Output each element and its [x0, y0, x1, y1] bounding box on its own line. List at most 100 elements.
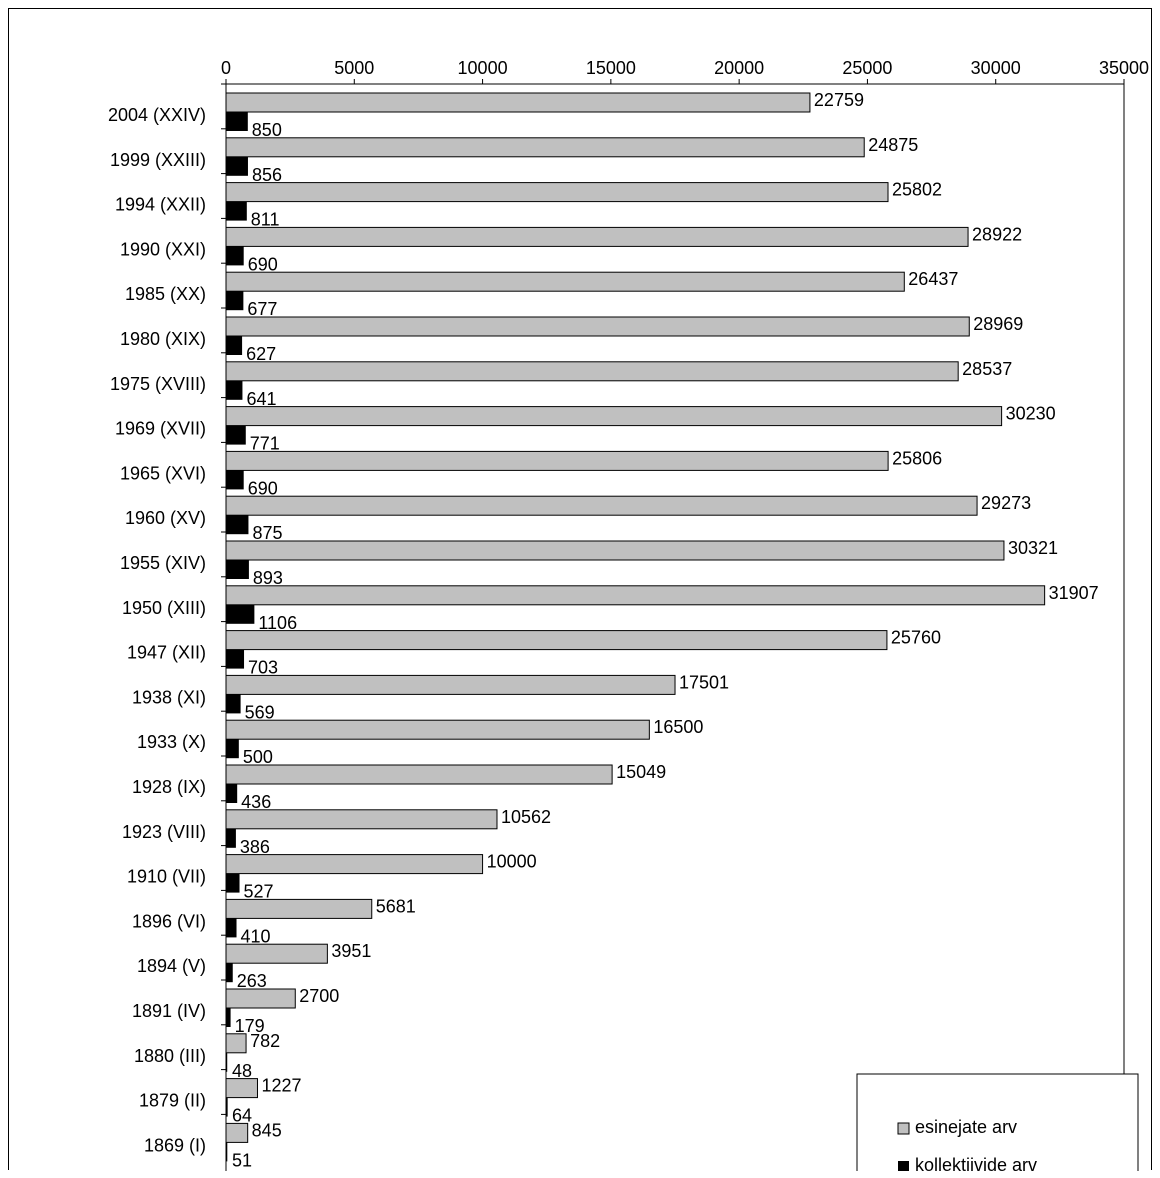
data-label-kollektiivide-arv: 690 — [248, 254, 278, 274]
legend-label-esinejate-arv: esinejate arv — [915, 1117, 1017, 1137]
bar-kollektiivide-arv — [226, 1052, 228, 1072]
bar-kollektiivide-arv — [226, 112, 248, 131]
data-label-esinejate-arv: 30321 — [1008, 538, 1058, 558]
data-label-kollektiivide-arv: 703 — [248, 658, 278, 678]
category-label: 1928 (IX) — [132, 777, 206, 797]
bar-esinejate-arv — [225, 854, 484, 875]
bar-esinejate-arv — [225, 1122, 249, 1143]
bar-esinejate-arv — [225, 540, 1005, 561]
category-label: 1999 (XXIII) — [110, 150, 206, 170]
data-label-esinejate-arv: 10000 — [487, 852, 537, 872]
category-label: 1950 (XIII) — [122, 598, 206, 618]
data-label-esinejate-arv: 25802 — [892, 180, 942, 200]
bar-kollektiivide-arv — [226, 649, 245, 669]
category-label: 1980 (XIX) — [120, 329, 206, 349]
x-tick-label: 5000 — [334, 58, 374, 78]
bar-esinejate-arv — [225, 271, 905, 292]
bar-esinejate-arv — [225, 719, 650, 740]
data-label-esinejate-arv: 845 — [252, 1120, 282, 1140]
data-label-kollektiivide-arv: 690 — [248, 478, 278, 498]
category-label: 1994 (XXII) — [115, 195, 206, 215]
chart-frame: 0 5000 10000 15000 20000 25000 30000 35000 2004 … — [8, 8, 1152, 1171]
x-tick-label: 0 — [221, 58, 231, 78]
bar-esinejate-arv — [225, 585, 1046, 606]
data-label-kollektiivide-arv: 179 — [235, 1016, 265, 1036]
category-label: 1879 (II) — [139, 1091, 206, 1111]
bar-esinejate-arv — [225, 316, 970, 337]
data-label-esinejate-arv: 17501 — [679, 672, 729, 692]
data-label-kollektiivide-arv: 263 — [237, 971, 267, 991]
data-label-esinejate-arv: 3951 — [331, 941, 371, 961]
bar-kollektiivide-arv — [226, 963, 233, 983]
data-label-esinejate-arv: 28922 — [972, 224, 1022, 244]
x-tick-label: 20000 — [714, 58, 764, 78]
data-label-kollektiivide-arv: 677 — [247, 299, 277, 319]
category-label: 1891 (IV) — [132, 1001, 206, 1021]
legend-label-kollektiivide-arv: kollektiivide arv — [915, 1155, 1037, 1171]
category-label: 1969 (XVII) — [115, 419, 206, 439]
data-label-kollektiivide-arv: 811 — [251, 210, 280, 230]
bar-kollektiivide-arv — [226, 873, 240, 893]
bar-kollektiivide-arv — [226, 828, 236, 848]
category-label: 1923 (VIII) — [122, 822, 206, 842]
bar-kollektiivide-arv — [226, 1142, 228, 1162]
data-label-esinejate-arv: 782 — [250, 1031, 280, 1051]
data-label-kollektiivide-arv: 386 — [240, 837, 270, 857]
bar-kollektiivide-arv — [226, 918, 237, 938]
bar-esinejate-arv — [225, 92, 811, 113]
x-tick-label: 15000 — [586, 58, 636, 78]
bar-kollektiivide-arv — [226, 156, 248, 176]
category-label: 1938 (XI) — [132, 687, 206, 707]
data-label-kollektiivide-arv: 436 — [241, 792, 271, 812]
bar-kollektiivide-arv — [226, 470, 244, 490]
category-label: 1965 (XVI) — [120, 463, 206, 483]
bar-esinejate-arv — [225, 630, 888, 651]
data-label-kollektiivide-arv: 527 — [244, 882, 274, 902]
bar-esinejate-arv — [225, 226, 969, 247]
legend-swatch-kollektiivide-arv — [898, 1161, 909, 1171]
x-tick-label: 10000 — [458, 58, 508, 78]
data-label-esinejate-arv: 24875 — [868, 135, 918, 155]
category-label: 1933 (X) — [137, 732, 206, 752]
data-label-esinejate-arv: 30230 — [1006, 404, 1056, 424]
category-label: 1869 (I) — [144, 1135, 206, 1155]
data-label-esinejate-arv: 15049 — [616, 762, 666, 782]
data-label-esinejate-arv: 22759 — [814, 90, 864, 110]
data-label-esinejate-arv: 26437 — [908, 269, 958, 289]
bar-kollektiivide-arv — [226, 425, 246, 445]
data-label-kollektiivide-arv: 627 — [246, 344, 276, 364]
category-label: 1947 (XII) — [127, 643, 206, 663]
data-label-esinejate-arv: 29273 — [981, 493, 1031, 513]
category-label: 1894 (V) — [137, 956, 206, 976]
legend-swatch-esinejate-arv — [897, 1122, 910, 1135]
data-label-kollektiivide-arv: 1106 — [258, 613, 297, 633]
bar-esinejate-arv — [225, 406, 1003, 427]
category-label: 1985 (XX) — [125, 284, 206, 304]
bar-esinejate-arv — [225, 1078, 258, 1099]
bar-kollektiivide-arv — [226, 380, 243, 400]
bar-kollektiivide-arv — [226, 604, 255, 624]
data-label-kollektiivide-arv: 48 — [232, 1061, 252, 1081]
data-label-esinejate-arv: 2700 — [299, 986, 339, 1006]
data-label-kollektiivide-arv: 569 — [245, 702, 275, 722]
category-label: 1960 (XV) — [125, 508, 206, 528]
bar-kollektiivide-arv — [226, 246, 244, 266]
bar-esinejate-arv — [225, 495, 978, 516]
category-label: 1975 (XVIII) — [110, 374, 206, 394]
bar-kollektiivide-arv — [226, 694, 241, 714]
data-label-kollektiivide-arv: 500 — [243, 747, 273, 767]
bar-esinejate-arv — [225, 764, 613, 785]
category-label: 1955 (XIV) — [120, 553, 206, 573]
bar-esinejate-arv — [225, 361, 959, 382]
data-label-esinejate-arv: 1227 — [261, 1076, 301, 1096]
data-label-esinejate-arv: 25760 — [891, 628, 941, 648]
data-label-esinejate-arv: 28969 — [973, 314, 1023, 334]
bar-esinejate-arv — [225, 450, 889, 471]
bar-esinejate-arv — [225, 988, 296, 1009]
bar-esinejate-arv — [225, 898, 373, 919]
data-label-kollektiivide-arv: 856 — [252, 165, 282, 185]
category-label: 1896 (VI) — [132, 911, 206, 931]
data-label-esinejate-arv: 16500 — [653, 717, 703, 737]
category-label: 1990 (XXI) — [120, 239, 206, 259]
data-label-kollektiivide-arv: 875 — [252, 523, 282, 543]
